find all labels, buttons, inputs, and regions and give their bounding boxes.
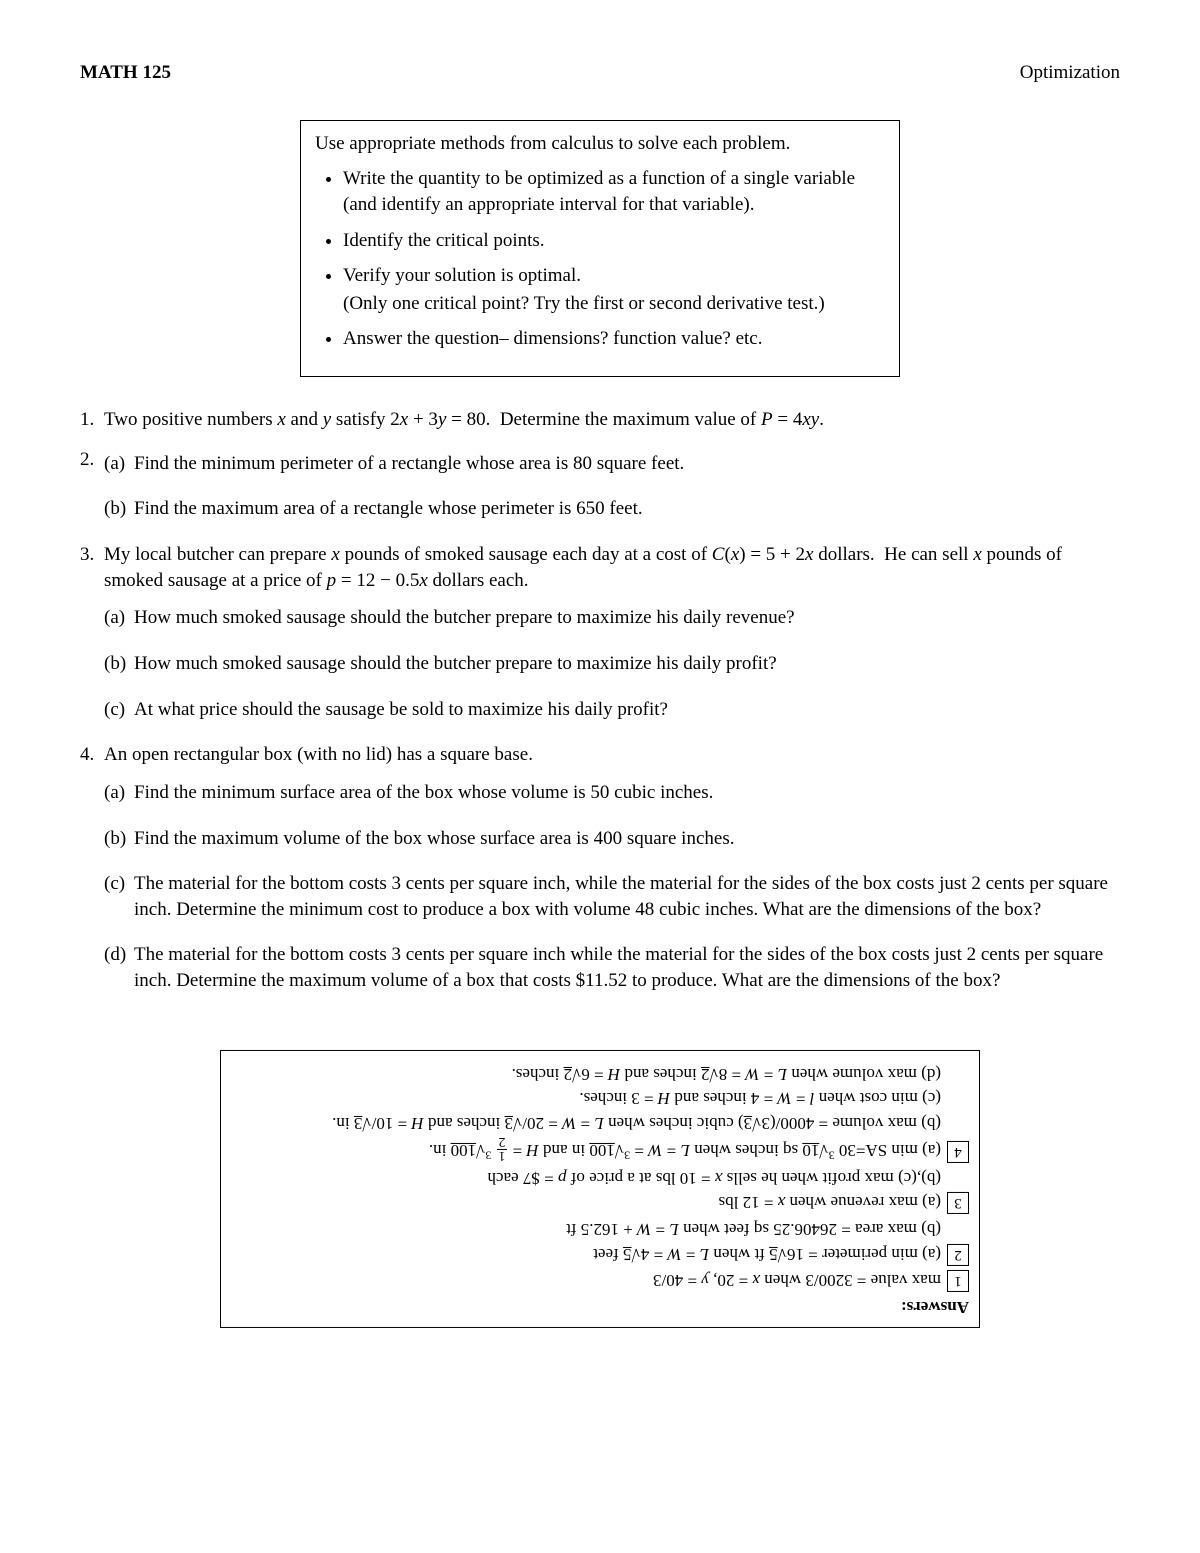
page: MATH 125 Optimization Use appropriate me… — [0, 0, 1200, 1553]
frac-num: 1 — [497, 1148, 508, 1163]
answers-box: Answers: 1 max value = 3200/3 when x = 2… — [220, 1050, 980, 1328]
subproblem-3a: (a) How much smoked sausage should the b… — [104, 605, 1120, 631]
problem-number: 4. — [80, 742, 104, 999]
sub-text: The material for the bottom costs 3 cent… — [134, 942, 1120, 993]
problem-2: 2. (a) Find the minimum perimeter of a r… — [80, 447, 1120, 528]
instruction-text: Write the quantity to be optimized as a … — [343, 168, 855, 215]
subproblem-4a: (a) Find the minimum surface area of the… — [104, 780, 1120, 806]
answer-4: 4 (a) min SA=30 3√10 sq inches when L = … — [231, 1061, 969, 1163]
sub-text: The material for the bottom costs 3 cent… — [134, 871, 1120, 922]
instruction-text: Verify your solution is optimal. — [343, 265, 581, 286]
answers-wrap: Answers: 1 max value = 3200/3 when x = 2… — [80, 1050, 1120, 1328]
header-left: MATH 125 — [80, 60, 171, 86]
answer-text: (a) max revenue when x = 12 lbs (b),(c) … — [231, 1165, 941, 1214]
problem-3: 3. My local butcher can prepare x pounds… — [80, 542, 1120, 728]
answers-title: Answers: — [231, 1294, 969, 1319]
answer-2: 2 (a) min perimeter = 16√5 ft when L = W… — [231, 1216, 969, 1265]
header-right: Optimization — [1020, 60, 1120, 86]
subproblem-2b: (b) Find the maximum area of a rectangle… — [104, 496, 1120, 522]
problems: 1. Two positive numbers x and y satisfy … — [80, 407, 1120, 1000]
instructions-list: Write the quantity to be optimized as a … — [315, 166, 885, 352]
problem-1: 1. Two positive numbers x and y satisfy … — [80, 407, 1120, 433]
sub-text: Find the minimum surface area of the box… — [134, 780, 1120, 806]
problem-body: My local butcher can prepare x pounds of… — [104, 542, 1120, 728]
instruction-text: Answer the question– dimensions? functio… — [343, 328, 762, 349]
sub-text: How much smoked sausage should the butch… — [134, 605, 1120, 631]
sub-text: Find the minimum perimeter of a rectangl… — [134, 451, 1120, 477]
instruction-subtext: (Only one critical point? Try the first … — [343, 291, 885, 317]
sub-label: (b) — [104, 496, 134, 522]
sub-text: How much smoked sausage should the butch… — [134, 651, 1120, 677]
problem-number: 1. — [80, 407, 104, 433]
sub-label: (a) — [104, 780, 134, 806]
sub-label: (c) — [104, 697, 134, 723]
answer-number: 3 — [947, 1192, 969, 1214]
problem-4: 4. An open rectangular box (with no lid)… — [80, 742, 1120, 999]
instruction-item: Write the quantity to be optimized as a … — [343, 166, 885, 217]
answer-1: 1 max value = 3200/3 when x = 20, y = 40… — [231, 1267, 969, 1292]
problem-4-lead: An open rectangular box (with no lid) ha… — [104, 744, 533, 765]
answer-text: (a) min perimeter = 16√5 ft when L = W =… — [231, 1216, 941, 1265]
sub-label: (a) — [104, 451, 134, 477]
instruction-item: Answer the question– dimensions? functio… — [343, 326, 885, 352]
subproblem-3b: (b) How much smoked sausage should the b… — [104, 651, 1120, 677]
answer-text: max value = 3200/3 when x = 20, y = 40/3 — [231, 1267, 941, 1292]
problem-body: (a) Find the minimum perimeter of a rect… — [104, 447, 1120, 528]
sub-label: (b) — [104, 651, 134, 677]
instructions-lead: Use appropriate methods from calculus to… — [315, 131, 885, 157]
subproblem-2a: (a) Find the minimum perimeter of a rect… — [104, 451, 1120, 477]
problem-number: 2. — [80, 447, 104, 528]
sub-text: Find the maximum volume of the box whose… — [134, 826, 1120, 852]
frac-den: 2 — [497, 1135, 508, 1149]
sub-label: (d) — [104, 942, 134, 993]
sub-label: (c) — [104, 871, 134, 922]
problem-body: An open rectangular box (with no lid) ha… — [104, 742, 1120, 999]
subproblem-4c: (c) The material for the bottom costs 3 … — [104, 871, 1120, 922]
sub-label: (a) — [104, 605, 134, 631]
instruction-item: Identify the critical points. — [343, 228, 885, 254]
sub-label: (b) — [104, 826, 134, 852]
instruction-item: Verify your solution is optimal. (Only o… — [343, 263, 885, 316]
sub-text: At what price should the sausage be sold… — [134, 697, 1120, 723]
page-header: MATH 125 Optimization — [80, 60, 1120, 86]
problem-number: 3. — [80, 542, 104, 728]
subproblem-3c: (c) At what price should the sausage be … — [104, 697, 1120, 723]
instruction-text: Identify the critical points. — [343, 230, 545, 251]
answer-number: 2 — [947, 1243, 969, 1265]
problem-body: Two positive numbers x and y satisfy 2x … — [104, 407, 1120, 433]
instructions-box: Use appropriate methods from calculus to… — [300, 120, 900, 377]
answer-number: 4 — [947, 1141, 969, 1163]
answer-text: (a) min SA=30 3√10 sq inches when L = W … — [231, 1061, 941, 1163]
answer-3: 3 (a) max revenue when x = 12 lbs (b),(c… — [231, 1165, 969, 1214]
sub-text: Find the maximum area of a rectangle who… — [134, 496, 1120, 522]
subproblem-4b: (b) Find the maximum volume of the box w… — [104, 826, 1120, 852]
answer-number: 1 — [947, 1270, 969, 1292]
subproblem-4d: (d) The material for the bottom costs 3 … — [104, 942, 1120, 993]
